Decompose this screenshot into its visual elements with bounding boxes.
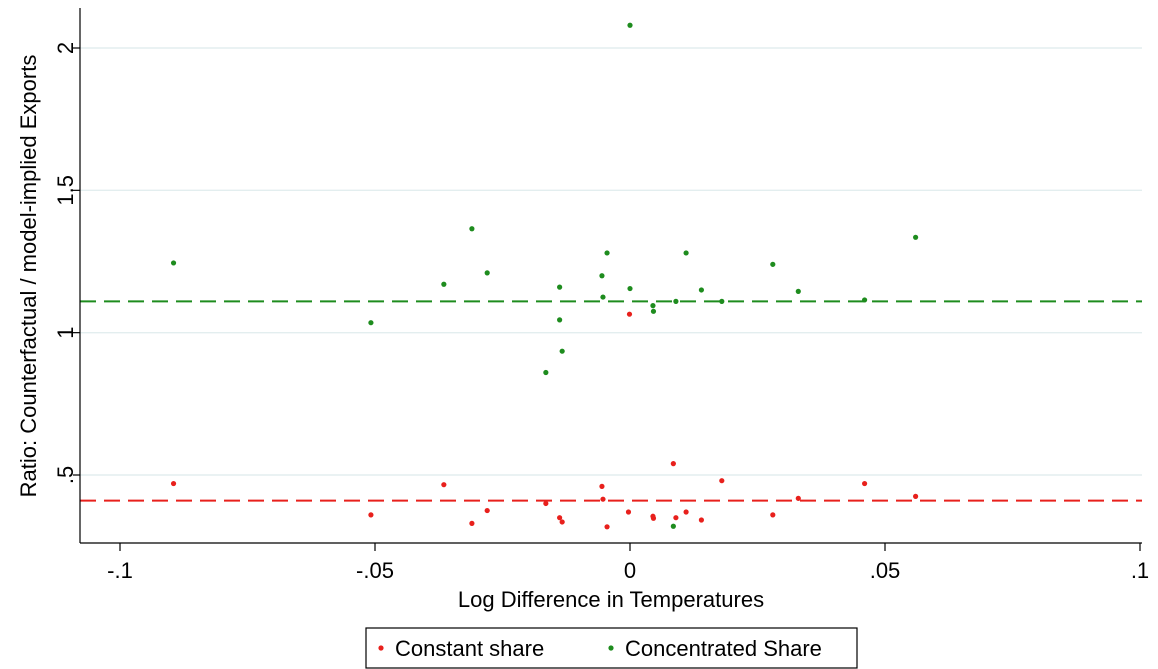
point-concentrated-share-8 [559,348,565,354]
point-concentrated-share-10 [600,294,606,300]
point-concentrated-share-4 [484,270,490,276]
point-concentrated-share-3 [469,226,475,232]
x-tick-label-4: .1 [1131,558,1149,583]
data-points [170,22,919,530]
y-tick-label-0: .5 [53,466,78,484]
point-concentrated-share-13 [627,285,633,292]
point-constant-share-0 [170,480,177,487]
point-constant-share-9 [600,496,606,502]
y-tick-label-3: 2 [53,42,78,54]
point-constant-share-5 [543,500,549,507]
point-concentrated-share-21 [770,261,776,267]
y-tick-label-2: 1.5 [53,175,78,206]
point-concentrated-share-19 [698,287,705,293]
axes [79,8,1142,544]
point-concentrated-share-6 [557,284,563,290]
point-concentrated-share-17 [673,298,679,304]
point-concentrated-share-12 [627,22,633,28]
x-tick-label-3: .05 [870,558,901,583]
point-constant-share-23 [913,493,919,499]
x-tick-label-2: 0 [624,558,636,583]
point-constant-share-17 [683,509,689,515]
point-concentrated-share-18 [683,250,689,256]
gridlines [80,47,1142,476]
x-axis-title: Log Difference in Temperatures [458,587,764,612]
point-concentrated-share-7 [557,317,563,323]
point-concentrated-share-24 [913,234,919,240]
point-concentrated-share-16 [670,523,676,529]
point-constant-share-4 [484,507,490,514]
point-constant-share-20 [770,512,776,518]
point-constant-share-11 [625,509,632,515]
legend-marker-constant-share [378,645,384,651]
point-concentrated-share-11 [604,250,610,256]
point-concentrated-share-23 [862,297,868,303]
ticks: .5 1 1.5 2 -.1 -.05 0 .05 .1 [53,42,1149,583]
point-constant-share-14 [650,515,657,521]
point-concentrated-share-9 [599,273,605,279]
point-constant-share-16 [673,515,679,521]
legend-label-constant-share: Constant share [395,636,544,661]
point-constant-share-21 [795,495,801,501]
point-constant-share-12 [626,311,633,317]
y-tick-label-1: 1 [53,327,78,339]
point-constant-share-7 [559,519,565,525]
point-concentrated-share-22 [795,288,801,294]
point-constant-share-2 [441,482,447,488]
point-concentrated-share-20 [719,298,725,304]
point-concentrated-share-14 [650,303,656,309]
point-constant-share-1 [368,512,374,518]
point-concentrated-share-15 [650,308,657,314]
point-concentrated-share-5 [543,369,549,376]
mean-lines [80,300,1142,502]
point-constant-share-6 [557,515,563,521]
point-constant-share-3 [469,520,475,526]
point-concentrated-share-0 [170,260,177,266]
legend-marker-concentrated-share [608,645,614,651]
point-concentrated-share-1 [368,320,374,326]
point-constant-share-10 [604,524,610,530]
legend-label-concentrated-share: Concentrated Share [625,636,822,661]
x-tick-label-1: -.05 [356,558,394,583]
point-constant-share-22 [862,480,868,487]
y-axis-title: Ratio: Counterfactual / model-implied Ex… [16,55,41,498]
x-tick-label-0: -.1 [107,558,133,583]
point-concentrated-share-2 [441,281,447,287]
point-constant-share-8 [599,483,605,489]
point-constant-share-19 [719,478,725,484]
point-constant-share-15 [670,461,676,467]
point-constant-share-18 [698,517,705,523]
legend: Constant share Concentrated Share [365,627,858,669]
